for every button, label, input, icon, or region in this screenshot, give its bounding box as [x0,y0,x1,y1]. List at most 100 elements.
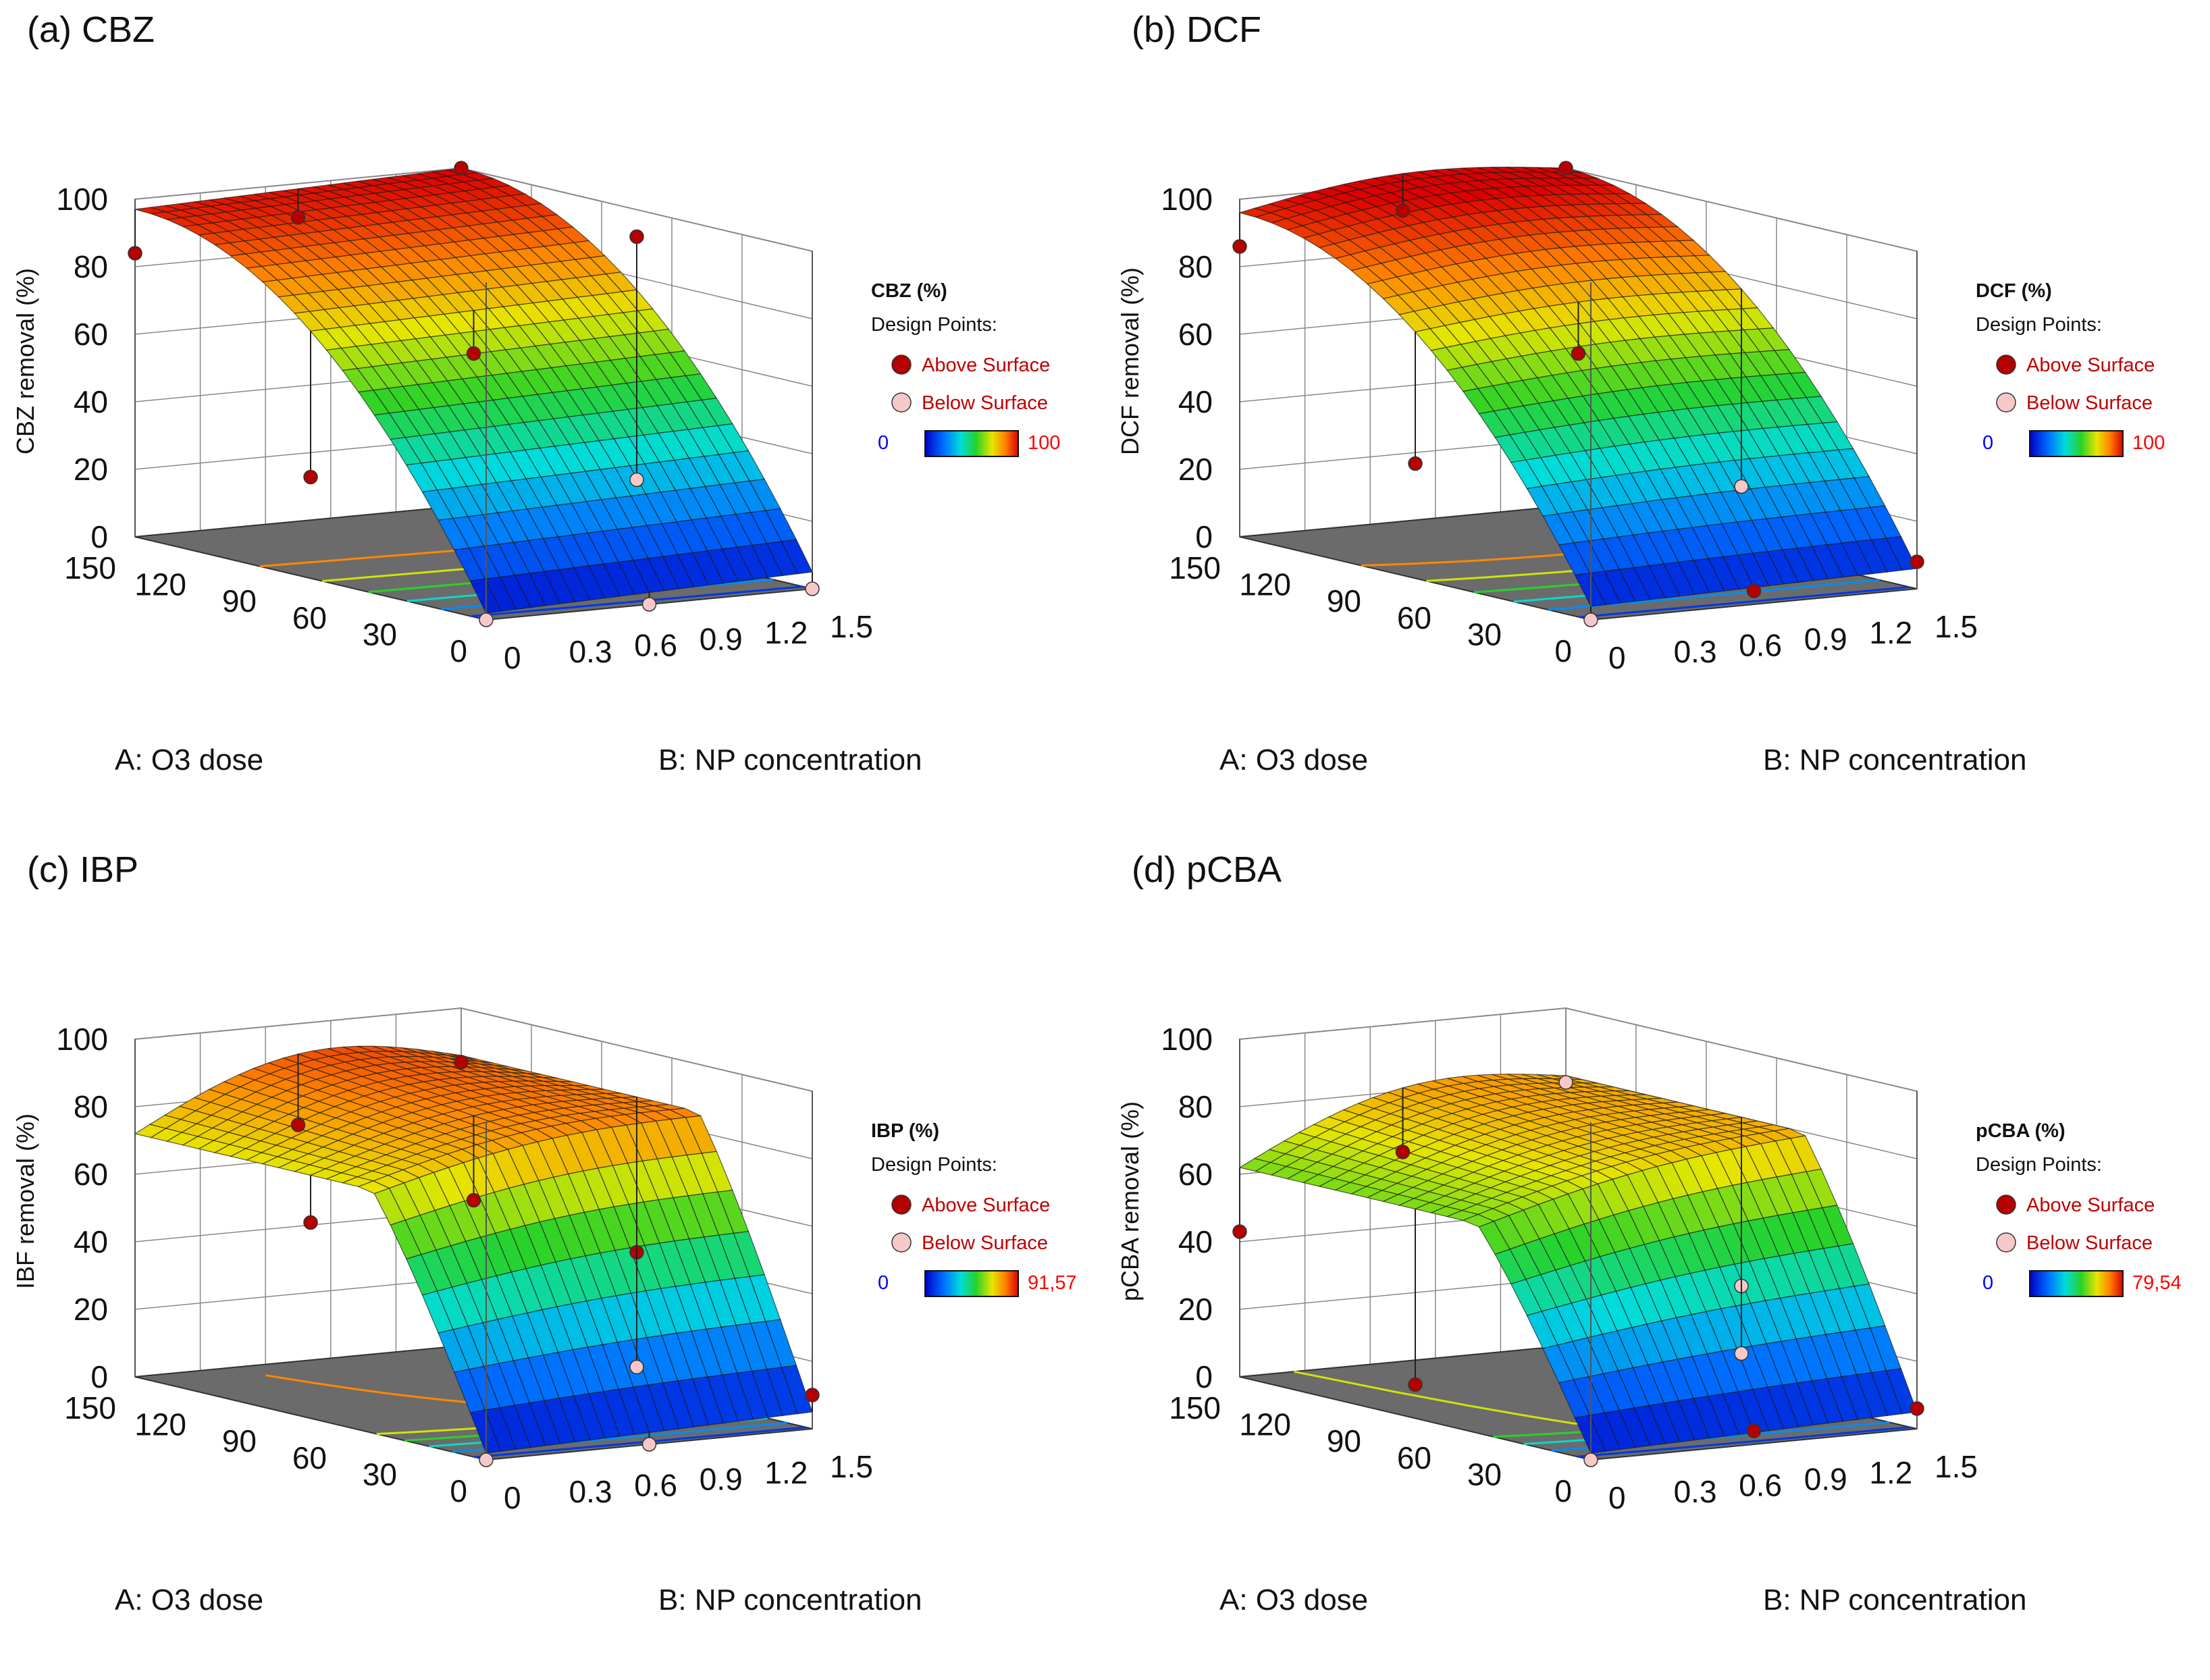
chart-d-contour [1577,1426,1911,1458]
chart-b-x-label: A: O3 dose [1219,743,1368,777]
chart-d-colorbar [2029,1270,2124,1297]
chart-b-design-points [1232,161,1924,627]
chart-b-legend-below: Below Surface [2026,392,2153,414]
chart-b-design-point-below [1583,612,1598,627]
chart-a-design-point-below [479,612,494,627]
chart-b-design-point-above [1746,583,1762,598]
chart-d-x-tick: 60 [1397,1440,1431,1475]
chart-d-design-point-above [1232,1224,1247,1239]
chart-c-contour [474,1426,806,1459]
chart-a-legend-max: 100 [1028,432,1060,454]
chart-b-legend-above-marker [1996,355,2016,375]
chart-d-design-point-below [1583,1452,1598,1467]
chart-a-z-tick: 0 [90,519,108,554]
chart-b-colorbar [2029,430,2124,457]
chart-c-x-label: A: O3 dose [115,1583,263,1617]
chart-c-legend-subtitle: Design Points: [871,1154,997,1176]
chart-c-y-tick: 0.3 [569,1474,612,1509]
chart-a-design-point-above [128,246,142,261]
chart-b-frame [1239,199,1918,620]
chart-b-x-tick: 150 [1169,550,1221,585]
panel-d: 0 20 40 60 80 100 0 30 60 90 120 150 0 0.3 0.6 0.9 1.2 1.… [1105,840,2209,1680]
chart-b-legend-min: 0 [1982,432,1993,454]
chart-d-legend-above-marker [1996,1195,2016,1215]
chart-b-design-point-above [1558,161,1573,176]
chart-d-z-tick: 100 [1161,1022,1213,1057]
chart-b-y-tick: 0.6 [1739,628,1782,663]
chart-a-design-point-above [303,469,318,485]
chart-b-z-tick: 100 [1161,182,1213,217]
chart-b-contour [1579,585,1910,619]
chart-c-legend: IBP (%) Design Points: Above Surface Below … [871,1120,1077,1297]
chart-c-z-tick: 60 [74,1157,108,1192]
chart-a-z-tick: 20 [74,452,108,487]
chart-a-x-tick: 150 [64,550,116,585]
chart-a-y-tick: 0.6 [634,628,677,663]
chart-b-z-label: DCF removal (%) [1116,267,1144,455]
chart-d-design-point-below [1558,1075,1573,1090]
chart-a-design-point-below [641,597,657,612]
chart-d-design-point-above [1395,1145,1411,1159]
chart-d-design-point-above [1746,1423,1762,1438]
chart-c-legend-above: Above Surface [922,1195,1050,1216]
chart-d-panel-label: (d) pCBA [1132,849,1282,890]
chart-a-y-tick: 0 [504,640,521,675]
chart-a-x-tick: 120 [134,567,186,602]
chart-d-legend-below-marker [1996,1232,2016,1253]
chart-a-y-tick: 1.5 [830,609,873,644]
chart-d-legend-above: Above Surface [2026,1195,2155,1216]
panel-c: 0 20 40 60 80 100 0 30 60 90 120 150 0 0.3 0.6 0.9 1.2 1.… [0,840,1105,1680]
chart-b-legend-title: DCF (%) [1976,280,2052,302]
chart-a-design-point-below [805,581,820,596]
chart-c-design-point-above [290,1118,306,1132]
chart-d-legend: pCBA (%) Design Points: Above Surface Below… [1976,1120,2182,1297]
chart-a-legend-below-marker [891,392,912,413]
chart-d-legend-below: Below Surface [2026,1232,2153,1254]
chart-b-x-tick: 30 [1467,616,1502,652]
chart-a-design-point-above [466,346,481,361]
chart-b-legend-above: Above Surface [2026,355,2155,376]
chart-d-z-tick: 80 [1178,1089,1213,1124]
chart-d-design-point-below [1734,1346,1749,1361]
chart-c-x-tick: 60 [292,1440,327,1475]
chart-a-legend-subtitle: Design Points: [871,314,997,336]
chart-c-design-points [290,1054,820,1467]
chart-a-x-label: A: O3 dose [115,743,263,777]
chart-d-z-label: pCBA removal (%) [1116,1101,1144,1301]
chart-c-design-point-below [479,1452,494,1467]
chart-d-y-tick: 0.3 [1674,1474,1717,1509]
chart-c-design-point-above [303,1215,318,1230]
chart-b-design-point-above [1408,456,1423,471]
chart-d-y-label: B: NP concentration [1763,1583,2027,1617]
chart-d-y-tick: 0.9 [1804,1461,1847,1496]
chart-a-legend-below: Below Surface [922,392,1048,414]
chart-d-z-tick: 60 [1178,1157,1213,1192]
chart-d-legend-min: 0 [1982,1272,1993,1294]
chart-d-x-tick: 30 [1467,1456,1502,1492]
chart-c-x-tick: 0 [450,1473,467,1508]
chart-c-y-tick: 1.5 [830,1449,873,1484]
chart-c-legend-title: IBP (%) [871,1120,939,1142]
chart-c-design-point-above [454,1055,469,1070]
chart-d-surface [1238,1074,1918,1454]
chart-c-y-label: B: NP concentration [658,1583,922,1617]
chart-c-y-tick: 1.2 [764,1455,808,1490]
chart-c-x-tick: 150 [64,1390,116,1425]
chart-c-legend-above-marker [891,1195,912,1215]
chart-b-y-tick: 1.2 [1869,615,1912,650]
chart-a-surface [134,167,813,614]
chart-b-z-tick: 20 [1178,452,1213,487]
chart-d-design-point-above [1408,1377,1423,1392]
chart-a-colorbar [924,430,1019,457]
chart-c-colorbar [924,1270,1019,1297]
chart-c-y-tick: 0.9 [700,1461,743,1496]
chart-a-design-point-above [290,210,306,225]
chart-b-legend-max: 100 [2132,432,2165,454]
chart-c-y-tick: 0 [504,1480,521,1515]
